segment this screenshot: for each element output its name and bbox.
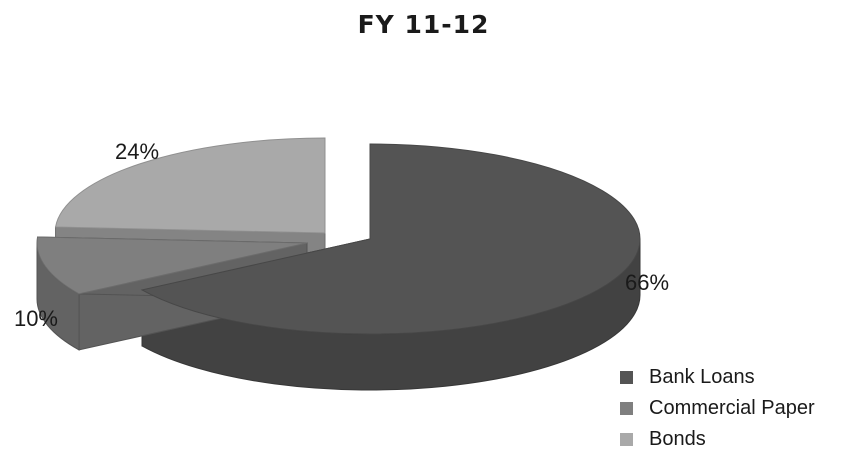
- legend-swatch-commercial-paper: [620, 402, 633, 415]
- legend-swatch-bank-loans: [620, 371, 633, 384]
- legend-label-bank-loans: Bank Loans: [649, 366, 755, 388]
- legend-swatch-bonds: [620, 433, 633, 446]
- slice-bank-loans: [140, 143, 641, 335]
- legend-item-bonds: Bonds: [620, 424, 815, 455]
- legend-label-commercial-paper: Commercial Paper: [649, 397, 815, 419]
- chart-title: FY 11-12: [357, 10, 490, 39]
- legend: Bank Loans Commercial Paper Bonds: [620, 362, 815, 455]
- data-label-bonds: 24%: [115, 139, 159, 164]
- legend-item-bank-loans: Bank Loans: [620, 362, 815, 393]
- slice-bonds: [54, 137, 326, 234]
- slice-commercial-paper: [36, 236, 308, 295]
- legend-item-commercial-paper: Commercial Paper: [620, 393, 815, 424]
- data-label-commercial-paper: 10%: [14, 306, 58, 331]
- legend-label-bonds: Bonds: [649, 428, 706, 450]
- data-label-bank-loans: 66%: [625, 270, 669, 295]
